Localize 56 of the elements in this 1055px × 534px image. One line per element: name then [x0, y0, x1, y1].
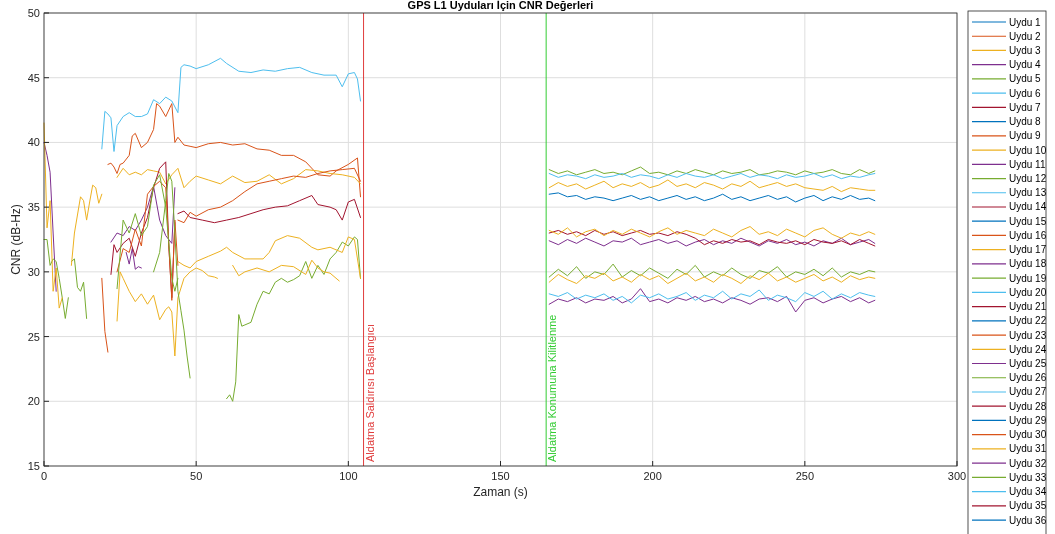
chart-title: GPS L1 Uyduları İçin CNR Değerleri — [407, 0, 594, 11]
legend-label: Uydu 23 — [1009, 329, 1047, 341]
legend-label: Uydu 11 — [1009, 158, 1046, 170]
legend-label: Uydu 24 — [1009, 343, 1047, 355]
ref-line-label: Aldatma Saldırısı Başlangıcı — [363, 323, 376, 462]
legend-label: Uydu 32 — [1009, 457, 1047, 469]
legend-label: Uydu 20 — [1009, 286, 1047, 298]
legend-label: Uydu 30 — [1009, 429, 1047, 441]
x-tick-label: 0 — [40, 470, 48, 482]
y-tick-label: 35 — [27, 201, 40, 214]
x-tick-label: 200 — [643, 470, 662, 482]
y-tick-label: 50 — [27, 7, 40, 19]
legend-label: Uydu 18 — [1009, 258, 1047, 270]
legend-label: Uydu 28 — [1009, 400, 1047, 412]
y-tick-label: 20 — [27, 395, 40, 408]
legend-label: Uydu 33 — [1009, 471, 1047, 483]
legend-label: Uydu 10 — [1009, 144, 1047, 156]
y-tick-label: 30 — [27, 265, 40, 278]
y-tick-label: 45 — [27, 71, 40, 84]
legend-label: Uydu 16 — [1009, 229, 1047, 241]
x-tick-label: 100 — [339, 470, 358, 482]
x-tick-label: 50 — [190, 470, 203, 482]
ref-line-label: Aldatma Konumuna Kilitlenme — [546, 314, 559, 462]
legend-label: Uydu 31 — [1009, 443, 1047, 455]
y-tick-label: 25 — [27, 330, 40, 343]
legend-label: Uydu 7 — [1009, 101, 1042, 113]
y-tick-label: 40 — [27, 136, 40, 149]
legend-label: Uydu 19 — [1009, 272, 1047, 284]
legend-label: Uydu 29 — [1009, 414, 1047, 426]
legend-label: Uydu 27 — [1009, 386, 1047, 398]
legend-label: Uydu 35 — [1009, 500, 1047, 512]
legend-label: Uydu 26 — [1009, 372, 1047, 384]
legend-label: Uydu 1 — [1009, 16, 1042, 28]
y-tick-label: 15 — [27, 460, 40, 472]
legend-label: Uydu 25 — [1009, 358, 1047, 370]
x-tick-label: 150 — [491, 470, 510, 482]
legend-label: Uydu 13 — [1009, 187, 1047, 199]
legend-label: Uydu 34 — [1009, 486, 1047, 498]
legend-label: Uydu 36 — [1009, 514, 1047, 526]
legend-label: Uydu 3 — [1009, 44, 1042, 56]
legend-label: Uydu 12 — [1009, 173, 1047, 185]
legend-label: Uydu 15 — [1009, 215, 1047, 227]
legend-label: Uydu 21 — [1009, 301, 1047, 313]
legend-label: Uydu 6 — [1009, 87, 1042, 99]
x-tick-label: 250 — [795, 470, 815, 482]
legend-label: Uydu 22 — [1009, 315, 1047, 327]
legend-label: Uydu 8 — [1009, 116, 1042, 128]
legend-label: Uydu 17 — [1009, 244, 1047, 256]
legend-label: Uydu 14 — [1009, 201, 1047, 213]
y-axis-title: CNR (dB-Hz) — [9, 204, 23, 275]
legend-label: Uydu 9 — [1009, 130, 1042, 142]
legend-label: Uydu 2 — [1009, 30, 1042, 42]
x-tick-label: 300 — [947, 470, 967, 482]
x-axis-title: Zaman (s) — [473, 485, 528, 499]
legend-label: Uydu 4 — [1009, 59, 1042, 71]
legend-label: Uydu 5 — [1009, 73, 1042, 85]
